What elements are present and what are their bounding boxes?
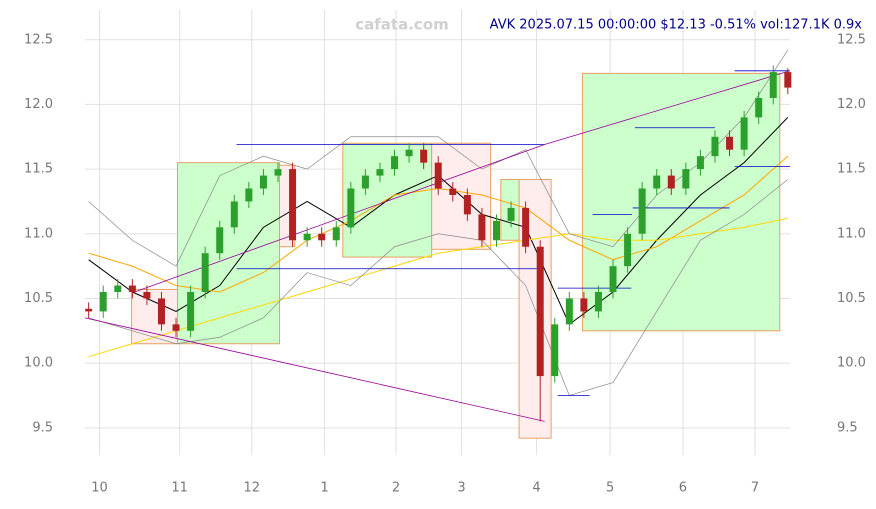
candle-body <box>522 207 530 247</box>
candle-body <box>259 175 267 189</box>
y-tick-label-right: 11.0 <box>837 226 866 241</box>
candle-body <box>216 227 224 254</box>
candle-body <box>755 97 763 118</box>
y-tick-label: 11.0 <box>24 226 53 241</box>
y-tick-label: 12.0 <box>24 97 53 112</box>
candle-body <box>594 292 602 312</box>
candle-body <box>580 298 588 312</box>
y-tick-label: 10.0 <box>24 356 53 371</box>
candle-body <box>230 201 238 228</box>
candle-body <box>274 169 282 176</box>
candle-body <box>624 233 632 267</box>
candle-body <box>391 156 399 170</box>
candle-body <box>187 292 195 331</box>
candle-body <box>478 214 486 241</box>
candle-body <box>405 149 413 157</box>
candle-body <box>449 188 457 195</box>
y-tick-label-right: 10.5 <box>837 291 866 306</box>
y-tick-label: 10.5 <box>24 291 53 306</box>
x-tick-label: 2 <box>392 481 400 496</box>
candle-body <box>682 169 690 189</box>
y-tick-label-right: 12.0 <box>837 97 866 112</box>
zone-box <box>131 288 178 345</box>
y-tick-label-right: 10.0 <box>837 356 866 371</box>
candle-body <box>289 169 297 241</box>
candle-body <box>245 188 253 202</box>
candle-body <box>667 175 675 189</box>
candle-body <box>347 188 355 228</box>
candle-body <box>565 298 573 325</box>
candle-body <box>332 227 340 241</box>
candle-body <box>638 188 646 234</box>
candle-body <box>536 246 544 377</box>
candle-body <box>172 324 180 331</box>
y-tick-label: 11.5 <box>24 162 53 177</box>
candle-body <box>696 156 704 170</box>
candle-body <box>201 253 209 293</box>
candle-body <box>740 117 748 150</box>
chart-title: AVK 2025.07.15 00:00:00 $12.13 -0.51% vo… <box>490 18 863 33</box>
candle-body <box>420 149 428 163</box>
candle-body <box>711 136 719 157</box>
candle-body <box>85 308 93 312</box>
y-tick-label: 9.5 <box>32 420 53 435</box>
x-tick-label: 12 <box>244 481 261 496</box>
candle-body <box>653 175 661 189</box>
y-tick-label: 12.5 <box>24 32 53 47</box>
trend-line <box>544 70 791 145</box>
candle-body <box>114 285 122 293</box>
candle-body <box>157 298 165 325</box>
candle-body <box>492 220 500 241</box>
candle-body <box>551 324 559 377</box>
x-tick-label: 6 <box>679 481 687 496</box>
x-tick-label: 4 <box>532 481 540 496</box>
candle-body <box>609 266 617 293</box>
candle-body <box>361 175 369 189</box>
candle-body <box>99 292 107 312</box>
x-tick-label: 5 <box>606 481 614 496</box>
x-tick-label: 1 <box>320 481 328 496</box>
candle-body <box>303 233 311 241</box>
x-tick-label: 7 <box>751 481 759 496</box>
candle-body <box>769 72 777 98</box>
candle-body <box>434 162 442 189</box>
candle-body <box>143 292 151 299</box>
y-tick-label-right: 11.5 <box>837 162 866 177</box>
candle-body <box>376 169 384 176</box>
zone-box <box>176 162 280 345</box>
candle-body <box>784 72 792 88</box>
indicator-line <box>88 217 788 358</box>
candle-body <box>318 233 326 241</box>
y-tick-label-right: 9.5 <box>837 420 858 435</box>
watermark: cafata.com <box>355 16 448 34</box>
candle-body <box>726 136 734 150</box>
x-tick-label: 10 <box>91 481 108 496</box>
candle-body <box>128 285 136 293</box>
x-tick-label: 3 <box>457 481 465 496</box>
y-tick-label-right: 12.5 <box>837 32 866 47</box>
x-tick-label: 11 <box>171 481 188 496</box>
trend-line <box>84 317 545 422</box>
candle-body <box>463 194 471 215</box>
candle-body <box>507 207 515 221</box>
indicator-line <box>88 179 789 396</box>
